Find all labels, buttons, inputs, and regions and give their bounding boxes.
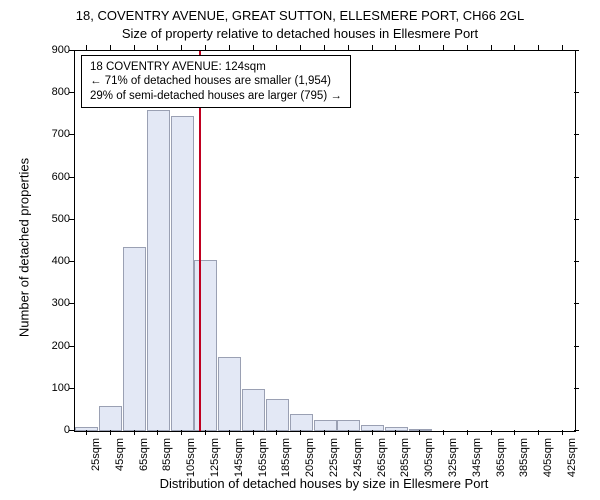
y-tick-label: 600	[30, 171, 70, 183]
x-tick-label: 125sqm	[209, 438, 221, 477]
x-tick-label: 425sqm	[566, 438, 578, 477]
x-tick-label: 265sqm	[376, 438, 388, 477]
y-tick-label: 400	[30, 255, 70, 267]
x-tick-label: 305sqm	[423, 438, 435, 477]
x-tick-label: 65sqm	[138, 438, 150, 471]
histogram-bar	[99, 406, 122, 431]
x-tick-label: 25sqm	[90, 438, 102, 471]
histogram-bar	[147, 110, 170, 431]
histogram-bar	[75, 427, 98, 431]
info-line: 18 COVENTRY AVENUE: 124sqm	[90, 60, 342, 74]
histogram-bar	[218, 357, 241, 431]
chart-title-sub: Size of property relative to detached ho…	[0, 26, 600, 41]
x-tick-label: 205sqm	[304, 438, 316, 477]
y-tick-label: 200	[30, 340, 70, 352]
y-tick-label: 300	[30, 297, 70, 309]
plot-area: 18 COVENTRY AVENUE: 124sqm← 71% of detac…	[74, 50, 576, 432]
info-line: ← 71% of detached houses are smaller (1,…	[90, 74, 342, 88]
histogram-bar	[266, 399, 289, 431]
info-line: 29% of semi-detached houses are larger (…	[90, 89, 342, 103]
x-tick-label: 365sqm	[495, 438, 507, 477]
y-tick-label: 500	[30, 213, 70, 225]
x-tick-label: 245sqm	[352, 438, 364, 477]
x-tick-label: 185sqm	[280, 438, 292, 477]
y-tick-label: 900	[30, 44, 70, 56]
histogram-bar	[242, 389, 265, 431]
histogram-bar	[290, 414, 313, 431]
x-tick-label: 405sqm	[542, 438, 554, 477]
y-tick-label: 0	[30, 424, 70, 436]
histogram-bar	[337, 420, 360, 431]
x-tick-label: 165sqm	[257, 438, 269, 477]
y-tick-label: 100	[30, 382, 70, 394]
histogram-bar	[171, 116, 194, 431]
histogram-bar	[385, 427, 408, 431]
y-axis-label: Number of detached properties	[17, 118, 32, 378]
y-tick-label: 800	[30, 86, 70, 98]
y-tick-label: 700	[30, 128, 70, 140]
x-tick-label: 345sqm	[471, 438, 483, 477]
x-tick-label: 45sqm	[114, 438, 126, 471]
histogram-bar	[361, 425, 384, 431]
x-tick-label: 385sqm	[518, 438, 530, 477]
x-axis-label: Distribution of detached houses by size …	[74, 476, 574, 491]
histogram-bar	[314, 420, 337, 431]
histogram-bar	[123, 247, 146, 431]
x-tick-label: 325sqm	[447, 438, 459, 477]
x-tick-label: 285sqm	[399, 438, 411, 477]
info-annotation-box: 18 COVENTRY AVENUE: 124sqm← 71% of detac…	[81, 55, 351, 108]
histogram-bar	[409, 429, 432, 431]
x-tick-label: 145sqm	[233, 438, 245, 477]
x-tick-label: 225sqm	[328, 438, 340, 477]
x-tick-label: 85sqm	[161, 438, 173, 471]
chart-title-main: 18, COVENTRY AVENUE, GREAT SUTTON, ELLES…	[0, 8, 600, 23]
x-tick-label: 105sqm	[185, 438, 197, 477]
